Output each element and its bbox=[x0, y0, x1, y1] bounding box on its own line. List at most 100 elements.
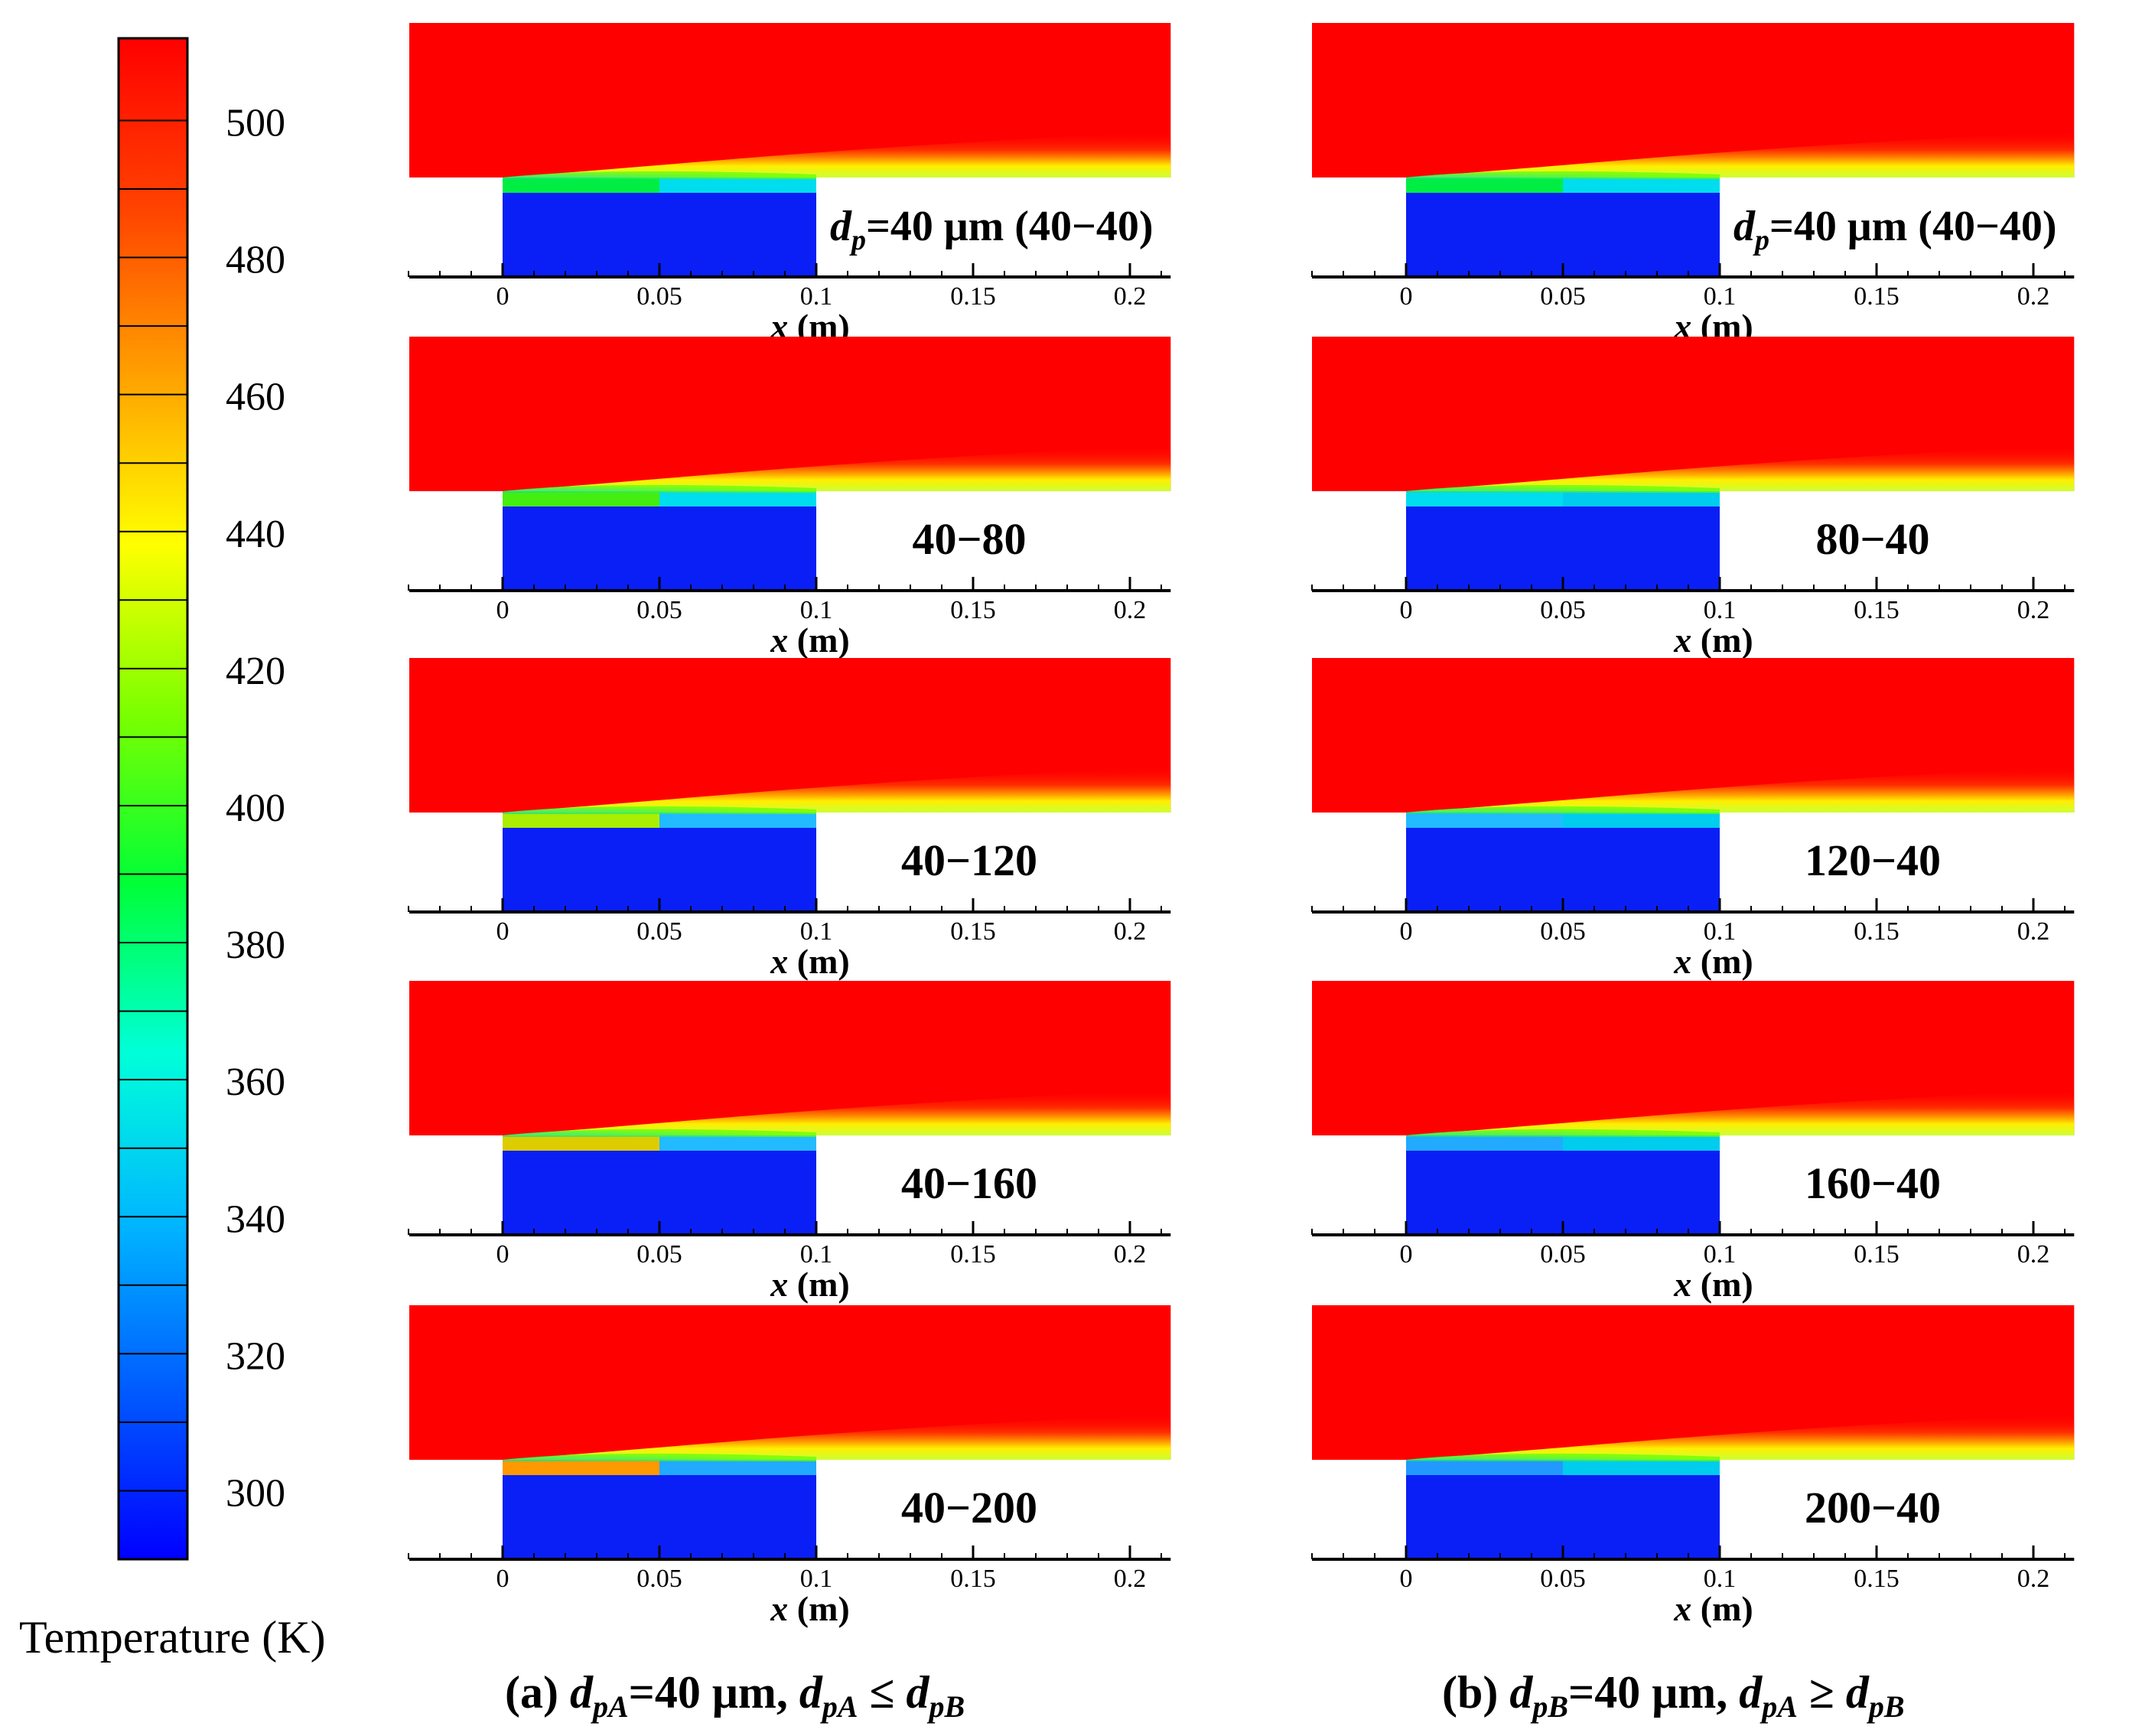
x-axis-tick-label: 0.2 bbox=[2017, 1240, 2050, 1269]
colorbar-tick-label: 340 bbox=[226, 1197, 285, 1241]
cooled-tongue bbox=[1406, 1129, 1720, 1137]
x-axis-tick-label: 0.2 bbox=[1114, 282, 1147, 311]
x-axis-tick-label: 0.15 bbox=[1854, 282, 1899, 311]
cooled-band-upstream bbox=[503, 491, 659, 508]
cooled-tongue bbox=[503, 806, 816, 814]
contour-panel: 0 0.05 0.1 0.15 0.2 x (m) 40−80 bbox=[408, 337, 1171, 660]
cold-porous-block bbox=[503, 828, 816, 912]
cold-porous-block bbox=[503, 1475, 816, 1559]
x-axis-tick-label: 0.15 bbox=[1854, 596, 1899, 624]
cooled-band-downstream bbox=[659, 1460, 816, 1477]
cooled-band-upstream bbox=[1406, 1135, 1563, 1152]
x-axis-tick-label: 0 bbox=[496, 282, 509, 311]
cooled-tongue bbox=[1406, 1453, 1720, 1461]
x-axis-tick-label: 0.15 bbox=[950, 917, 996, 946]
cooled-band-downstream bbox=[1563, 1460, 1720, 1477]
contour-panel: 0 0.05 0.1 0.15 0.2 x (m) 80−40 bbox=[1311, 337, 2075, 660]
colorbar-tick-label: 420 bbox=[226, 650, 285, 693]
panel-grid: 0 0.05 0.1 0.15 0.2 x (m) dp=40 μm (40−40) 0 0.0… bbox=[408, 23, 2075, 1628]
cold-porous-block bbox=[1406, 506, 1720, 591]
x-axis-tick-label: 0.05 bbox=[636, 1240, 682, 1269]
caption-b: (b) dpB=40 μm, dpA ≥ dpB bbox=[1442, 1667, 1905, 1724]
x-axis-tick-label: 0.2 bbox=[2017, 917, 2050, 946]
x-axis-tick-label: 0.1 bbox=[1704, 1240, 1737, 1269]
x-axis-tick-label: 0 bbox=[496, 917, 509, 946]
colorbar-tick-label: 460 bbox=[226, 376, 285, 419]
cooled-band-upstream bbox=[503, 178, 659, 194]
caption-a: (a) dpA=40 μm, dpA ≤ dpB bbox=[505, 1667, 965, 1724]
x-axis-tick-label: 0.15 bbox=[950, 1240, 996, 1269]
colorbar-tick-label: 500 bbox=[226, 101, 285, 145]
cooled-band-upstream bbox=[1406, 813, 1563, 829]
x-axis-tick-label: 0.1 bbox=[800, 1240, 833, 1269]
case-label: 80−40 bbox=[1815, 514, 1929, 564]
colorbar-tick-label: 360 bbox=[226, 1060, 285, 1104]
x-axis-tick-label: 0.1 bbox=[1704, 282, 1737, 311]
cooled-band-upstream bbox=[1406, 1460, 1563, 1477]
contour-panel: 0 0.05 0.1 0.15 0.2 x (m) 160−40 bbox=[1311, 981, 2075, 1304]
thermal-mixing-layer bbox=[503, 132, 1171, 178]
contour-panel: 0 0.05 0.1 0.15 0.2x (m)dp=40 μm (40−40) bbox=[1311, 23, 2075, 346]
x-axis-tick-label: 0.1 bbox=[800, 917, 833, 946]
cooled-band-upstream bbox=[1406, 491, 1563, 508]
cooled-band-downstream bbox=[659, 178, 816, 194]
x-axis-tick-label: 0.1 bbox=[800, 596, 833, 624]
thermal-mixing-layer bbox=[1406, 132, 2075, 178]
cooled-band-upstream bbox=[503, 1135, 659, 1152]
x-axis-tick-label: 0 bbox=[496, 1565, 509, 1593]
x-axis-tick-label: 0 bbox=[1400, 1240, 1413, 1269]
cooled-tongue bbox=[503, 484, 816, 493]
cooled-tongue bbox=[1406, 484, 1720, 493]
case-label: 200−40 bbox=[1805, 1483, 1941, 1532]
x-axis-tick-label: 0.2 bbox=[1114, 917, 1147, 946]
thermal-mixing-layer bbox=[1406, 1414, 2075, 1460]
colorbar-gradient bbox=[117, 37, 189, 1561]
x-axis-label: x (m) bbox=[1673, 620, 1753, 660]
x-axis-tick-label: 0.15 bbox=[950, 282, 996, 311]
x-axis-tick-label: 0.15 bbox=[1854, 1565, 1899, 1593]
colorbar-tick-label: 480 bbox=[226, 239, 285, 282]
x-axis-tick-label: 0 bbox=[1400, 917, 1413, 946]
contour-panel: 0 0.05 0.1 0.15 0.2 x (m) 40−200 bbox=[408, 1305, 1171, 1628]
x-axis-tick-label: 0.2 bbox=[2017, 282, 2050, 311]
case-label: dp=40 μm (40−40) bbox=[1733, 203, 2057, 256]
x-axis-tick-label: 0.05 bbox=[1540, 1565, 1586, 1593]
x-axis-tick-label: 0.05 bbox=[636, 917, 682, 946]
colorbar-ticks: 500 480 460 440 420 400 380 360 340 320 300 bbox=[119, 101, 285, 1515]
x-axis-tick-label: 0.1 bbox=[1704, 596, 1737, 624]
cooled-tongue bbox=[503, 171, 816, 179]
x-axis-label: x (m) bbox=[770, 942, 849, 981]
colorbar-tick-label: 380 bbox=[226, 923, 285, 967]
colorbar-tick-label: 400 bbox=[226, 787, 285, 830]
cooled-tongue bbox=[1406, 171, 1720, 179]
x-axis-label: x (m) bbox=[1673, 942, 1753, 981]
cooled-band-upstream bbox=[1406, 178, 1563, 194]
x-axis-tick-label: 0.1 bbox=[1704, 1565, 1737, 1593]
cooled-band-downstream bbox=[659, 1135, 816, 1152]
case-label: 40−80 bbox=[912, 514, 1026, 564]
x-axis-tick-label: 0.05 bbox=[1540, 596, 1586, 624]
x-axis-tick-label: 0.2 bbox=[1114, 1240, 1147, 1269]
cooled-band-upstream bbox=[503, 1460, 659, 1477]
thermal-mixing-layer bbox=[503, 1089, 1171, 1135]
cold-porous-block bbox=[1406, 193, 1720, 277]
x-axis-label: x (m) bbox=[1673, 1589, 1753, 1628]
contour-panel: 0 0.05 0.1 0.15 0.2x (m)dp=40 μm (40−40) bbox=[408, 23, 1171, 346]
thermal-mixing-layer bbox=[1406, 1089, 2075, 1135]
x-axis-tick-label: 0.15 bbox=[1854, 917, 1899, 946]
cooled-tongue bbox=[1406, 806, 1720, 814]
cooled-band-downstream bbox=[1563, 1135, 1720, 1152]
x-axis-label: x (m) bbox=[770, 1589, 849, 1628]
x-axis-label: x (m) bbox=[1673, 1265, 1753, 1304]
x-axis-tick-label: 0.05 bbox=[1540, 917, 1586, 946]
x-axis-tick-label: 0.2 bbox=[1114, 1565, 1147, 1593]
cooled-band-downstream bbox=[659, 813, 816, 829]
x-axis-tick-label: 0.05 bbox=[636, 1565, 682, 1593]
thermal-mixing-layer bbox=[503, 445, 1171, 491]
thermal-mixing-layer bbox=[1406, 767, 2075, 813]
cooled-band-upstream bbox=[503, 813, 659, 829]
case-label: 160−40 bbox=[1805, 1158, 1941, 1208]
x-axis-tick-label: 0.15 bbox=[950, 1565, 996, 1593]
colorbar-tick-label: 320 bbox=[226, 1334, 285, 1378]
